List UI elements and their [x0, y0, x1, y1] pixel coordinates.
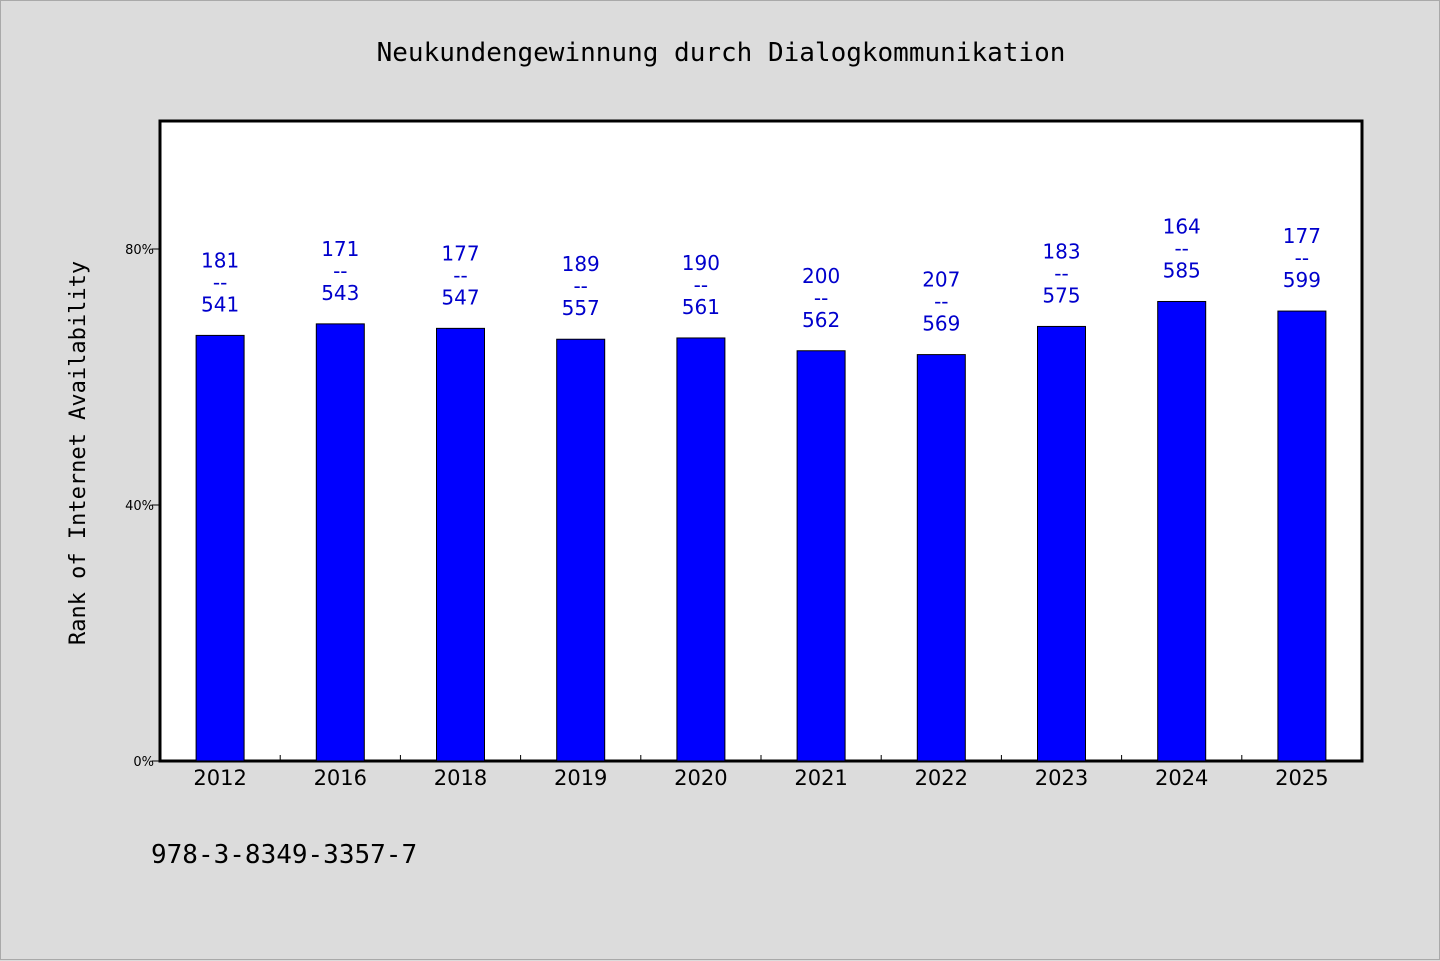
- y-axis: 0% 40% 80%: [125, 243, 160, 770]
- footer-isbn: 978-3-8349-3357-7: [151, 840, 417, 870]
- bars-layer: [195, 300, 1327, 762]
- bar-data-label: --: [1295, 246, 1309, 270]
- x-tick-label: 2012: [193, 766, 246, 790]
- bar-data-label: --: [1174, 236, 1188, 260]
- bar-data-label: --: [694, 273, 708, 297]
- bar-data-label: 575: [1042, 283, 1080, 307]
- bar-data-label: --: [934, 290, 948, 314]
- chart-title: Neukundengewinnung durch Dialogkommunika…: [377, 38, 1066, 68]
- bar-data-label: 171: [321, 237, 359, 261]
- bar-2018: [436, 327, 485, 762]
- y-tick-label: 0%: [133, 755, 154, 770]
- bar-data-label: 207: [922, 268, 960, 292]
- bar-2016: [315, 323, 365, 762]
- x-tick-label: 2022: [915, 766, 968, 790]
- bar-data-label: 541: [201, 292, 239, 316]
- x-tick-label: 2018: [434, 766, 487, 790]
- bar-data-label: 569: [922, 312, 960, 336]
- x-tick-label: 2019: [554, 766, 607, 790]
- bar-data-label: 177: [441, 241, 479, 265]
- bar-data-label: 189: [562, 252, 600, 276]
- y-axis-label: Rank of Internet Availability: [66, 261, 91, 645]
- bar-data-label: 543: [321, 281, 359, 305]
- bar-data-label: 599: [1283, 268, 1321, 292]
- bar-data-label: 200: [802, 264, 840, 288]
- x-tick-label: 2025: [1275, 766, 1328, 790]
- bar-2025: [1277, 310, 1327, 762]
- bar-data-label: --: [333, 259, 347, 283]
- x-tick-label: 2021: [794, 766, 847, 790]
- bar-data-label: --: [453, 263, 467, 287]
- x-tick-label: 2023: [1035, 766, 1088, 790]
- bar-2023: [1037, 325, 1086, 762]
- bar-2021: [796, 350, 846, 762]
- bar-data-label: 562: [802, 308, 840, 332]
- x-tick-label: 2024: [1155, 766, 1208, 790]
- bar-2020: [676, 337, 726, 762]
- bar-data-label: 585: [1163, 258, 1201, 282]
- bar-2019: [556, 338, 606, 762]
- bar-2012: [195, 334, 245, 762]
- bar-data-label: 183: [1042, 239, 1080, 263]
- y-tick-label: 80%: [125, 243, 154, 258]
- bar-labels-layer: 181--541171--543177--547189--557190--561…: [201, 214, 1321, 335]
- bar-data-label: 557: [562, 296, 600, 320]
- bar-data-label: 547: [441, 285, 479, 309]
- x-tick-label: 2020: [674, 766, 727, 790]
- bar-2022: [916, 354, 966, 762]
- bar-data-label: 177: [1283, 224, 1321, 248]
- bar-data-label: 190: [682, 251, 720, 275]
- y-tick-label: 40%: [125, 499, 154, 514]
- x-axis: 2012 2016 2018 2019 2020 2021 2022 2023 2024 2025: [193, 755, 1329, 790]
- bar-data-label: 181: [201, 248, 239, 272]
- x-tick-label: 2016: [314, 766, 367, 790]
- bar-data-label: 164: [1163, 214, 1201, 238]
- bar-data-label: --: [213, 270, 227, 294]
- bar-2024: [1157, 300, 1207, 762]
- bar-data-label: --: [814, 286, 828, 310]
- bar-data-label: --: [573, 274, 587, 298]
- bar-data-label: --: [1054, 261, 1068, 285]
- bar-data-label: 561: [682, 295, 720, 319]
